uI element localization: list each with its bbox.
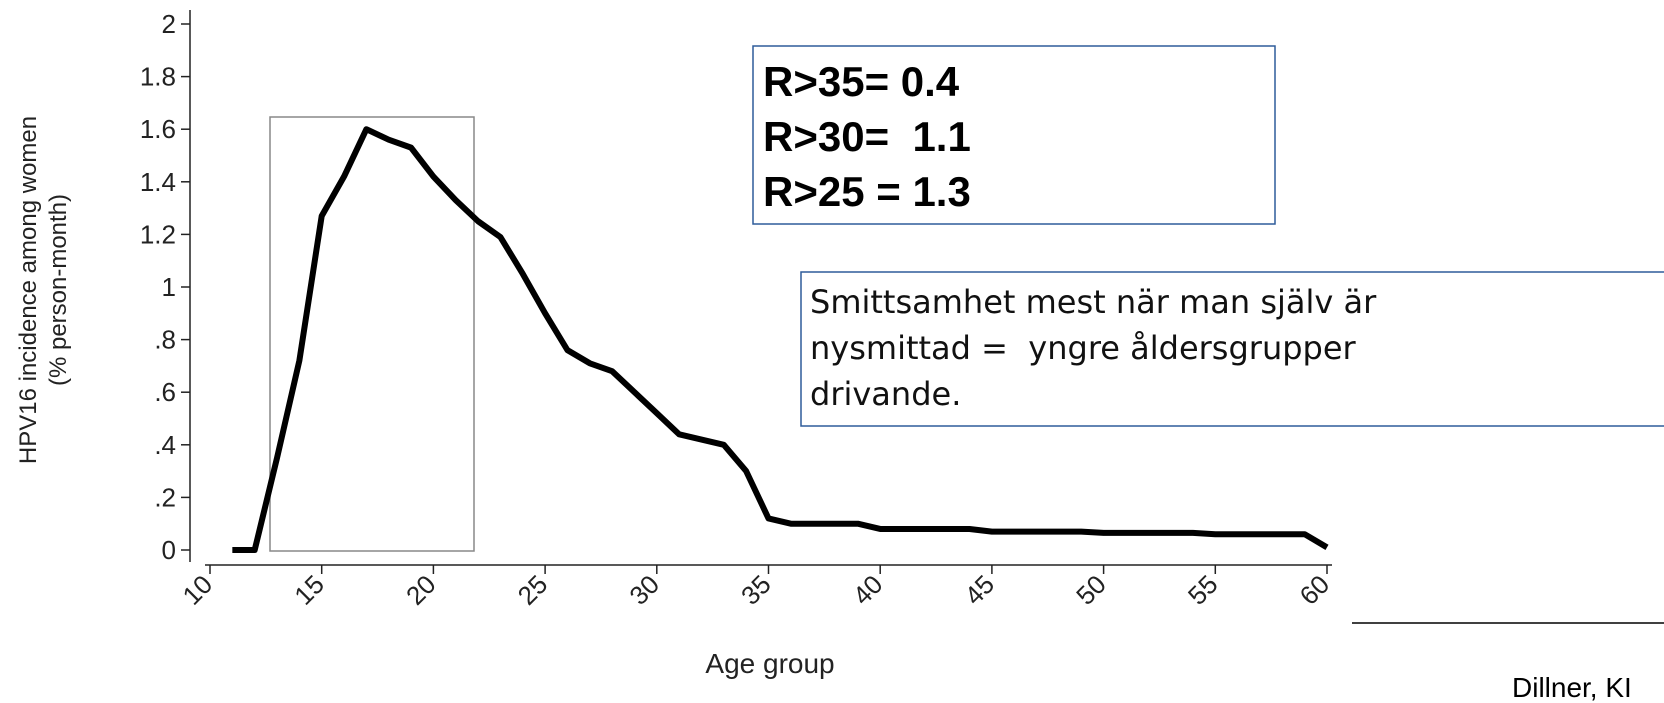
x-tick-label: 15 bbox=[288, 569, 330, 611]
x-tick-label: 45 bbox=[958, 569, 1000, 611]
x-axis-title: Age group bbox=[705, 648, 834, 679]
x-tick-label: 25 bbox=[512, 569, 554, 611]
annotation-box bbox=[800, 271, 1664, 427]
annotation-line: nysmittad = yngre åldersgrupper bbox=[810, 329, 1357, 367]
x-tick-label: 30 bbox=[623, 569, 665, 611]
y-tick-label: .2 bbox=[154, 482, 176, 512]
y-tick-label: .8 bbox=[154, 325, 176, 355]
y-tick-label: 1.8 bbox=[140, 62, 176, 92]
y-axis-title: HPV16 incidence among women bbox=[15, 116, 42, 464]
x-tick-label: 10 bbox=[177, 569, 219, 611]
x-tick-label: 20 bbox=[400, 569, 442, 611]
y-tick-label: 1 bbox=[162, 272, 176, 302]
annotation-line: Smittsamhet mest när man själv är bbox=[810, 283, 1377, 321]
annotation-line: R>30= 1.1 bbox=[763, 113, 971, 160]
x-tick-label: 55 bbox=[1182, 569, 1224, 611]
y-tick-label: 1.6 bbox=[140, 114, 176, 144]
x-tick-label: 50 bbox=[1070, 569, 1112, 611]
x-tick-label: 60 bbox=[1294, 569, 1336, 611]
x-tick-label: 35 bbox=[735, 569, 777, 611]
y-tick-label: .6 bbox=[154, 377, 176, 407]
y-tick-label: 1.2 bbox=[140, 219, 176, 249]
source: Dillner, KI bbox=[1512, 672, 1632, 703]
y-tick-label: 2 bbox=[162, 9, 176, 39]
annotation-line: drivande. bbox=[810, 375, 961, 413]
y-tick-label: .4 bbox=[154, 430, 176, 460]
annotation-box bbox=[752, 45, 1276, 225]
x-tick-label: 40 bbox=[847, 569, 889, 611]
y-tick-label: 1.4 bbox=[140, 167, 176, 197]
data-line bbox=[232, 126, 1329, 553]
highlight-box bbox=[269, 116, 475, 552]
y-tick-label: 0 bbox=[162, 535, 176, 565]
y-axis-title: (% person-month) bbox=[45, 194, 72, 386]
annotation-line: R>25 = 1.3 bbox=[763, 168, 971, 215]
annotation-line: R>35= 0.4 bbox=[763, 58, 960, 105]
